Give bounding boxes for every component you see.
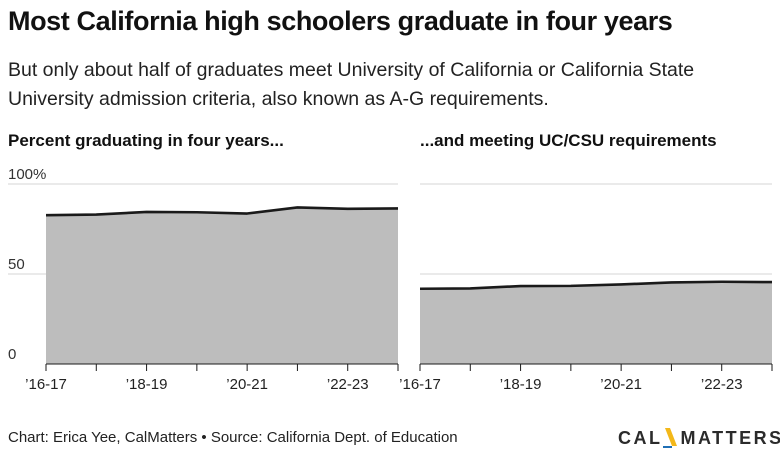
area-fill (420, 281, 772, 364)
logo-text-right: MATTERS (680, 427, 780, 448)
left-panel-title: Percent graduating in four years... (8, 131, 284, 150)
x-tick-label: ’18-19 (126, 376, 168, 393)
x-tick-label: ’18-19 (500, 376, 542, 393)
x-tick-label: ’22-23 (327, 376, 369, 393)
series-line (45, 206, 399, 217)
y-tick-label: 100% (8, 166, 46, 183)
x-tick-label: ’22-23 (701, 376, 743, 393)
chart-subtitle: But only about half of graduates meet Un… (8, 59, 695, 110)
x-tick-label: ’20-21 (600, 376, 642, 393)
x-tick-label: ’20-21 (226, 376, 268, 393)
calmatters-logo: CAL MATTERS (618, 426, 780, 450)
x-tick-label: ’16-17 (25, 376, 67, 393)
area-fill (46, 207, 398, 364)
chart-title: Most California high schoolers graduate … (8, 6, 673, 36)
y-tick-label: 0 (8, 346, 16, 363)
logo-mark-icon (662, 428, 677, 448)
chart-credit: Chart: Erica Yee, CalMatters • Source: C… (8, 429, 458, 446)
series-line (419, 280, 773, 291)
x-tick-label: ’16-17 (399, 376, 441, 393)
y-tick-label: 50 (8, 256, 25, 273)
logo-text-left: CAL (618, 427, 663, 448)
right-panel-title: ...and meeting UC/CSU requirements (420, 131, 717, 150)
